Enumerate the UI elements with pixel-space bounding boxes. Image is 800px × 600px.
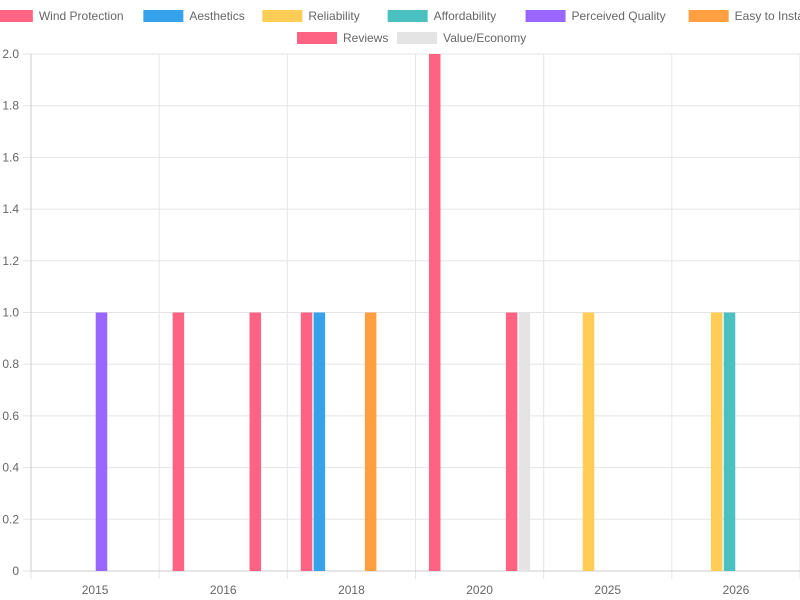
y-tick-label: 1.8 [2, 99, 19, 113]
legend-label: Perceived Quality [572, 9, 666, 23]
legend-label: Wind Protection [39, 9, 124, 23]
legend-label: Easy to Install [735, 9, 800, 23]
legend-swatch [525, 10, 566, 22]
legend-swatch [262, 10, 303, 22]
legend-swatch [0, 10, 33, 22]
x-tick-label: 2020 [466, 583, 493, 597]
legend-item: Value/Economy [397, 31, 526, 45]
legend-swatch [397, 32, 438, 44]
bar [710, 312, 723, 571]
bar [518, 312, 531, 571]
legend-item: Aesthetics [143, 9, 245, 23]
legend-label: Value/Economy [443, 31, 526, 45]
legend-label: Reviews [343, 31, 388, 45]
y-tick-label: 1.2 [2, 254, 19, 268]
legend-item: Reviews [297, 31, 388, 45]
bar [95, 312, 108, 571]
legend: Wind Protection Aesthetics Reliability Affo… [0, 9, 800, 45]
y-axis: 0 0.2 0.4 0.6 0.8 1.0 1.2 1.4 1.6 1.8 2.0 [2, 47, 19, 578]
legend-item: Wind Protection [0, 9, 124, 23]
legend-item: Affordability [387, 9, 496, 23]
bar [723, 312, 736, 571]
legend-item: Perceived Quality [525, 9, 666, 23]
bar [364, 312, 377, 571]
y-tick-label: 0.8 [2, 357, 19, 371]
y-tick-label: 1.4 [2, 202, 19, 216]
legend-label: Aesthetics [189, 9, 244, 23]
legend-swatch [297, 32, 337, 44]
legend-swatch [143, 10, 184, 22]
x-axis: 2015 2016 2018 2020 2025 2026 [82, 583, 750, 597]
legend-swatch [688, 10, 729, 22]
y-tick-label: 1.0 [2, 306, 19, 320]
x-tick-label: 2025 [594, 583, 621, 597]
x-tick-label: 2026 [723, 583, 750, 597]
grid [23, 53, 800, 579]
legend-item: Easy to Install [688, 9, 800, 23]
y-tick-label: 0.4 [2, 461, 19, 475]
bar [172, 312, 185, 571]
bar [249, 312, 262, 571]
x-tick-label: 2018 [338, 583, 365, 597]
y-tick-label: 0.6 [2, 409, 19, 423]
bar [300, 312, 313, 571]
legend-label: Reliability [308, 9, 359, 23]
bars [95, 54, 736, 571]
legend-label: Affordability [434, 9, 496, 23]
x-tick-label: 2015 [82, 583, 109, 597]
legend-item: Reliability [262, 9, 360, 23]
bar [505, 312, 518, 571]
y-tick-label: 2.0 [2, 47, 19, 61]
y-tick-label: 0 [12, 564, 19, 578]
bar [313, 312, 326, 571]
y-tick-label: 1.6 [2, 150, 19, 164]
y-tick-label: 0.2 [2, 512, 19, 526]
bar [582, 312, 595, 571]
x-tick-label: 2016 [210, 583, 237, 597]
legend-swatch [387, 10, 428, 22]
bar [428, 54, 441, 571]
